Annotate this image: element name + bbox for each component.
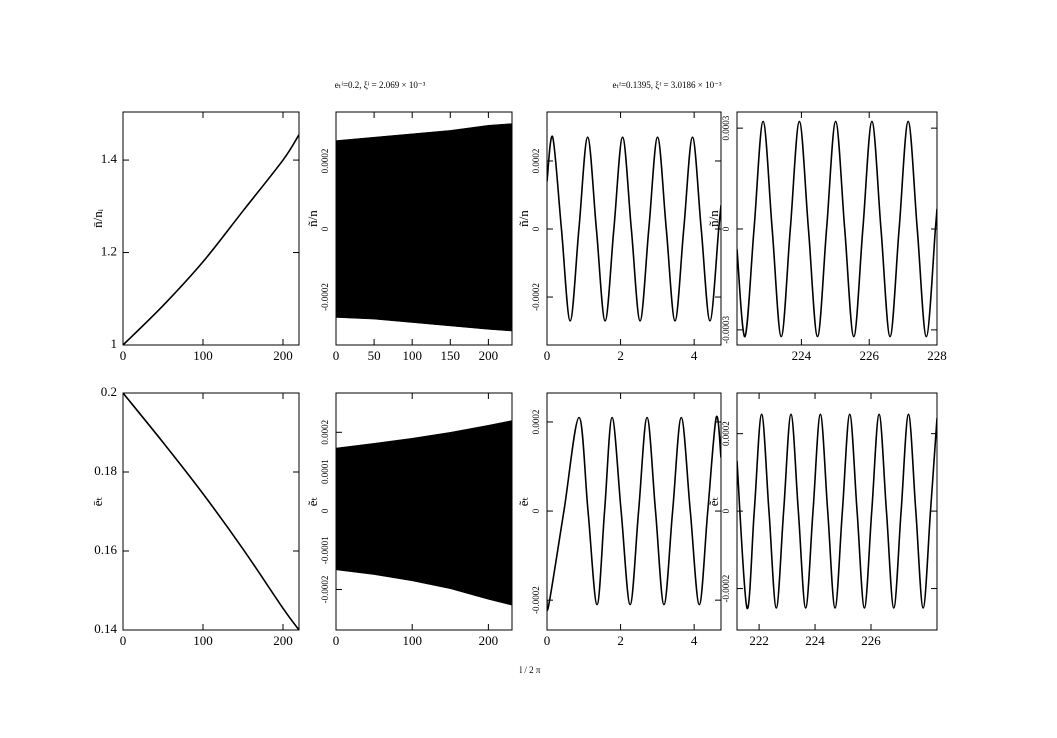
y-tick-label: 0.18	[94, 463, 117, 478]
x-tick-label: 224	[805, 633, 825, 648]
x-tick-label: 0	[333, 348, 340, 363]
oscillation-envelope	[336, 510, 512, 606]
x-tick-label: 50	[368, 348, 381, 363]
x-tick-label: 222	[749, 633, 769, 648]
x-tick-label: 100	[193, 633, 213, 648]
plot-area	[737, 413, 937, 610]
x-tick-label: 0	[544, 633, 551, 648]
y-tick-label: 0	[531, 226, 541, 231]
plot-area	[547, 135, 721, 322]
axes-frame	[335, 111, 513, 346]
y-tick-label: 0.14	[94, 621, 117, 636]
data-line	[123, 134, 299, 345]
x-tick-label: 100	[193, 348, 213, 363]
plot-area	[737, 120, 937, 338]
data-line	[547, 415, 721, 612]
panel: -0.0002 0 0.0002 0 2 4 ñ/n	[516, 111, 722, 363]
y-tick-label: 0.0002	[531, 149, 541, 174]
y-tick-label: 0	[320, 508, 330, 513]
y-tick-label: -0.0002	[531, 283, 541, 311]
axes-frame	[335, 392, 513, 631]
y-axis-label: ẽₜ	[305, 497, 320, 507]
x-tick-label: 224	[792, 348, 812, 363]
x-tick-label: 226	[861, 633, 881, 648]
y-tick-label: 0.0002	[721, 421, 731, 446]
data-line	[547, 135, 721, 322]
y-tick-label: -0.0002	[721, 575, 731, 603]
y-axis-label: ēₜ	[90, 497, 105, 507]
x-tick-label: 200	[479, 633, 499, 648]
axes-frame	[122, 392, 300, 631]
oscillation-envelope	[336, 228, 512, 332]
y-axis-label: ñ/n	[516, 210, 531, 227]
plot-area	[336, 123, 512, 332]
y-axis-label: n̄/nᵢ	[90, 208, 105, 228]
y-tick-label: 0.0003	[721, 115, 731, 140]
panel: 1 1.2 1.4 0 100 200 n̄/nᵢ	[90, 111, 300, 363]
y-axis-label: ñ/n	[706, 210, 721, 227]
x-tick-label: 4	[691, 633, 698, 648]
y-tick-label: 0.0001	[320, 459, 330, 484]
data-line	[737, 120, 937, 338]
x-tick-label: 0	[544, 348, 551, 363]
annotation: eₜⁱ=0.2, ξⁱ = 2.069 × 10⁻³	[335, 80, 426, 90]
x-axis-label: l / 2 π	[520, 665, 541, 675]
x-tick-label: 200	[273, 633, 293, 648]
x-tick-label: 200	[479, 348, 499, 363]
y-tick-label: 0	[721, 226, 731, 231]
data-line	[737, 413, 937, 610]
x-tick-label: 0	[120, 348, 127, 363]
y-axis-label: ẽₜ	[516, 497, 531, 507]
axes-frame	[736, 392, 938, 631]
y-tick-label: 1	[111, 336, 118, 351]
data-line	[123, 393, 299, 630]
panel: -0.0003 0 0.0003 224 226 228 ñ/n	[706, 111, 947, 363]
x-tick-label: 2	[617, 633, 624, 648]
axes-frame	[122, 111, 300, 346]
x-tick-label: 4	[691, 348, 698, 363]
x-tick-label: 150	[441, 348, 461, 363]
y-tick-label: 0.0002	[531, 410, 541, 435]
y-tick-label: -0.0001	[320, 536, 330, 564]
x-tick-label: 0	[120, 633, 127, 648]
y-axis-label: ñ/n	[305, 210, 320, 227]
panel: 0.14 0.16 0.18 0.2 0 100 200 ēₜ	[90, 384, 300, 648]
panel: -0.0002 -0.0001 0 0.0001 0.0002 0 100 200 ẽₜ	[305, 392, 513, 648]
panel: -0.0002 0 0.0002 222 224 226 ẽₜ	[706, 392, 938, 648]
y-tick-label: -0.0002	[320, 283, 330, 311]
y-tick-label: 0.2	[101, 384, 117, 399]
x-tick-label: 200	[273, 348, 293, 363]
axes-frame	[736, 111, 938, 346]
oscillation-envelope	[336, 123, 512, 230]
y-tick-label: 0.0002	[320, 149, 330, 174]
y-tick-label: -0.0002	[320, 576, 330, 604]
x-tick-label: 2	[617, 348, 624, 363]
axes-frame	[546, 111, 722, 346]
y-tick-label: 0.16	[94, 542, 117, 557]
x-tick-label: 0	[333, 633, 340, 648]
y-tick-label: 0	[531, 508, 541, 513]
plot-area	[123, 134, 299, 345]
y-tick-label: 0	[721, 508, 731, 513]
y-tick-label: 0.0002	[320, 420, 330, 445]
x-tick-label: 100	[402, 633, 422, 648]
plot-area	[123, 393, 299, 630]
annotation: eₜᶠ=0.1395, ξᶠ = 3.0186 × 10⁻³	[612, 80, 721, 90]
y-tick-label: -0.0002	[531, 586, 541, 614]
y-axis-label: ẽₜ	[706, 497, 721, 507]
oscillation-envelope	[336, 420, 512, 512]
axes-frame	[546, 392, 722, 631]
y-tick-label: 1.4	[101, 151, 118, 166]
plot-area	[547, 415, 721, 612]
x-tick-label: 226	[859, 348, 879, 363]
y-tick-label: 1.2	[101, 244, 117, 259]
x-tick-label: 100	[402, 348, 422, 363]
panel: -0.0002 0 0.0002 0 2 4 ẽₜ	[516, 392, 722, 648]
x-tick-label: 228	[927, 348, 947, 363]
y-tick-label: -0.0003	[721, 315, 731, 343]
panel: -0.0002 0 0.0002 0 50 100 150 200 ñ/n	[305, 111, 513, 363]
y-tick-label: 0	[320, 226, 330, 231]
plot-area	[336, 420, 512, 606]
